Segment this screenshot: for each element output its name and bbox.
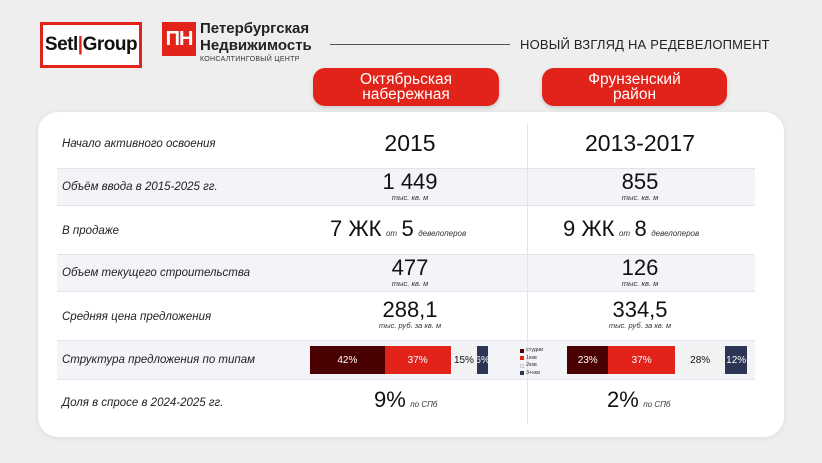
structure-bar-october: 42% 37% 15%6% [310,346,488,374]
pn-logo-subtitle: КОНСАЛТИНГОВЫЙ ЦЕНТР [200,56,300,63]
legend-label: студии [526,347,544,353]
label-structure: Структура предложения по типам [62,354,255,366]
legend-label: 2ккв [526,362,537,368]
october-segment-2ккв: 15% [450,346,478,374]
pn-logo-line2: Недвижимость [200,37,312,54]
legend-item: 3+ккв [520,370,543,378]
frunzensky-segment-3+ккв: 12% [725,346,747,374]
demand-share-2: 2% [607,387,639,412]
header-title: НОВЫЙ ВЗГЛЯД НА РЕДЕВЕЛОПМЕНТ [520,37,770,52]
sale-from-2: от [618,229,631,238]
sale-from-1: от [385,229,398,238]
label-volume: Объём ввода в 2015-2025 гг. [62,181,218,193]
price-value-1: 288,1 [382,297,438,322]
frunzensky-segment-label: 28% [690,354,711,366]
column-2-line2: район [612,86,657,103]
column-1-line2: набережная [362,86,450,103]
sale-dev-count-2: 8 [634,216,647,241]
column-1-line1: Октябрьская [360,71,452,88]
october-segment-label: 15% [453,354,474,366]
frunzensky-segment-2ккв: 28% [674,346,726,374]
logo-group-part: Group [82,34,138,55]
frunzensky-segment-label: 12% [726,354,747,366]
frunzensky-segment-студии: 23% [567,346,609,374]
logo-setl-part: Setl [44,34,78,55]
construction-unit-1: тыс. кв. м [391,279,429,288]
construction-value-2: 126 [621,255,659,280]
construction-unit-2: тыс. кв. м [621,279,659,288]
start-value-2: 2013-2017 [585,130,695,156]
price-value-2: 334,5 [612,297,668,322]
label-start: Начало активного освоения [62,138,216,150]
legend-swatch [520,348,524,353]
column-header-october-embankment: Октябрьская набережная [313,68,499,106]
column-divider [527,124,528,424]
pn-logo-line1: Петербургская [200,20,310,37]
sale-zk-count-1: 7 ЖК [330,216,382,241]
price-unit-2: тыс. руб. за кв. м [608,321,672,330]
logo-separator: | [77,34,83,55]
legend-swatch [520,363,524,368]
legend-item: 2ккв [520,362,543,370]
pn-logo-mark: ПН [162,22,196,56]
column-2-line1: Фрунзенский [588,71,681,88]
label-demand: Доля в спросе в 2024-2025 гг. [62,397,224,409]
label-sale: В продаже [62,225,120,237]
legend-swatch [520,371,524,376]
legend-item: студии [520,347,543,355]
frunzensky-segment-1ккв: 37% [608,346,675,374]
volume-unit-2: тыс. кв. м [621,193,659,202]
volume-value-2: 855 [621,169,659,194]
october-segment-label: 42% [337,354,358,366]
start-value-1: 2015 [384,130,436,156]
demand-value-1: 9% по СПб [374,389,437,412]
legend-swatch [520,356,524,361]
sale-zk-count-2: 9 ЖК [563,216,615,241]
frunzensky-segment-label: 37% [631,354,652,366]
row-bg-construction [57,254,755,292]
october-segment-1ккв: 37% [384,346,451,374]
column-header-frunzensky-district: Фрунзенский район [542,68,727,106]
header-divider [330,44,510,45]
demand-share-1: 9% [374,387,406,412]
row-bg-volume [57,168,755,206]
sale-value-1: 7 ЖК от 5 девелоперов [330,218,466,241]
demand-suffix-1: по СПб [410,400,438,409]
demand-suffix-2: по СПб [643,400,671,409]
legend-label: 3+ккв [526,369,541,376]
pn-logo-name: Петербургская Недвижимость [200,20,312,54]
structure-legend: студии 1ккв 2ккв 3+ккв [520,347,543,377]
label-price: Средняя цена предложения [62,311,212,323]
sale-dev-count-1: 5 [401,216,414,241]
october-segment-label: 37% [407,354,428,366]
october-segment-студии: 42% [310,346,385,374]
october-segment-label: 6% [477,354,488,366]
sale-dev-label-1: девелоперов [418,229,467,238]
label-construction: Объем текущего строительства [62,267,250,279]
sale-value-2: 9 ЖК от 8 девелоперов [563,218,699,241]
volume-unit-1: тыс. кв. м [391,193,429,202]
frunzensky-segment-label: 23% [577,354,598,366]
volume-value-1: 1 449 [382,169,438,194]
legend-item: 1ккв [520,355,543,363]
structure-bar-frunzensky: 23% 37% 28% 12% [567,346,747,374]
demand-value-2: 2% по СПб [607,389,670,412]
price-unit-1: тыс. руб. за кв. м [378,321,442,330]
setl-group-logo: Setl | Group [40,22,142,68]
construction-value-1: 477 [391,255,429,280]
legend-label: 1ккв [526,354,537,361]
sale-dev-label-2: девелоперов [651,229,700,238]
october-segment-3+ккв: 6% [477,346,488,374]
